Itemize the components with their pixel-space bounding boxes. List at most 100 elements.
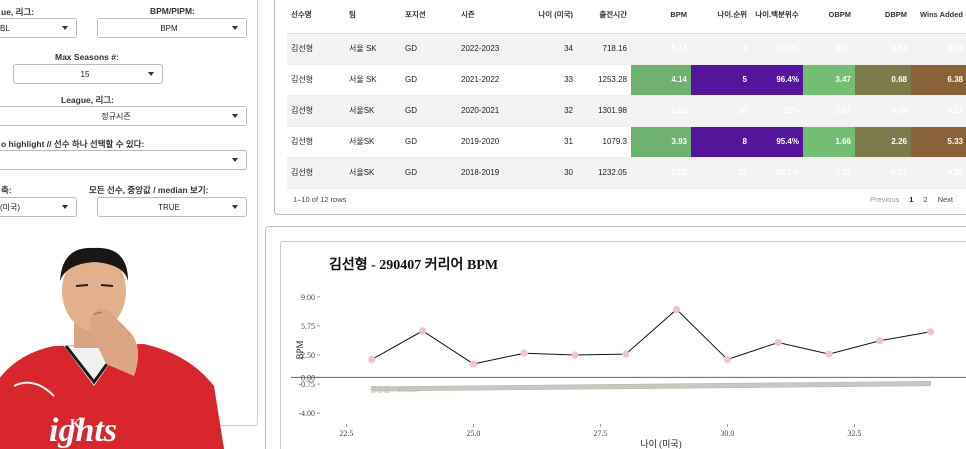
cell-position: GD [401, 33, 457, 65]
league-label: ue, 리그: [1, 7, 35, 17]
cell-team: 서울SK [345, 95, 401, 127]
cell-age-percentile: 97.6% [751, 33, 803, 65]
axis-select-value: (미국) [0, 202, 21, 212]
cell-age-rank: 8 [691, 126, 751, 158]
table-row[interactable]: 김선형 서울 SK GD 2021-2022 33 1253.28 4.14 5 96.4% 3.… [287, 64, 966, 96]
cell-wins-added: 4.18 [911, 33, 966, 65]
cell-bpm: 3.93 [631, 126, 691, 158]
cell-obpm: 3.47 [803, 64, 855, 96]
pager-page-1[interactable]: 1 [909, 195, 914, 204]
league2-select[interactable]: 정규시즌 [0, 106, 247, 126]
table-row[interactable]: 김선형 서울SK GD 2019-2020 31 1079.3 3.93 8 95.4% 1.66… [287, 126, 966, 158]
cell-wins-added: 5.11 [911, 95, 966, 127]
data-point [673, 305, 681, 314]
cell-minutes: 1253.28 [577, 64, 631, 96]
pager-next[interactable]: Next [937, 195, 953, 204]
metric-label: BPM/PIPM: [150, 6, 195, 16]
cell-season: 2018-2019 [457, 157, 519, 189]
cell-age: 31 [519, 126, 577, 158]
x-tick-label: 22.5 [339, 429, 353, 438]
data-point [520, 349, 528, 357]
table-row[interactable]: 김선형 서울SK GD 2018-2019 30 1232.05 2.02 22 85.1% 2.… [287, 157, 966, 189]
col-header-dbpm[interactable]: DBPM [855, 0, 911, 34]
league2-label: League, 리그: [61, 95, 114, 105]
axis-label: 축: [1, 185, 12, 195]
median-label: 모든 선수, 중앙값 / median 보기: [89, 185, 209, 195]
pager-previous[interactable]: Previous [870, 195, 900, 204]
col-header-age-percentile[interactable]: 나이.백분위수 [751, 0, 803, 34]
chevron-down-icon [232, 205, 238, 209]
cell-minutes: 1079.3 [577, 126, 631, 158]
cell-minutes: 1232.05 [577, 157, 631, 189]
cell-bpm: 4.14 [631, 64, 691, 96]
cell-age-rank: 5 [691, 64, 751, 96]
cell-minutes: 1301.98 [577, 95, 631, 127]
col-header-age[interactable]: 나이 (미국) [519, 0, 577, 34]
cell-obpm: 2.02 [803, 95, 855, 127]
median-select-value: TRUE [158, 202, 180, 212]
cell-obpm: 1.66 [803, 126, 855, 158]
col-header-minutes[interactable]: 출전시간 [577, 0, 631, 34]
col-header-age-rank[interactable]: 나이.순위 [691, 0, 751, 34]
league-select-value: BL [0, 23, 10, 33]
chevron-down-icon [62, 205, 68, 209]
median-select[interactable]: TRUE [97, 197, 247, 217]
cell-age-percentile: 85.1% [751, 157, 803, 189]
highlight-select[interactable] [0, 150, 247, 170]
cell-age: 32 [519, 95, 577, 127]
table-row[interactable]: 김선형 서울SK GD 2020-2021 32 1301.98 2.61 10 92% 2.02… [287, 95, 966, 127]
col-header-season[interactable]: 시즌 [457, 0, 519, 34]
col-header-team[interactable]: 팀 [345, 0, 401, 34]
data-point [419, 327, 427, 335]
y-tick-label: 9.00 [301, 293, 315, 302]
cell-age-percentile: 95.4% [751, 126, 803, 158]
chart-panel: 김선형 - 290407 커리어 BPM -4.00 -0.75 0.00 2.50 5… [265, 226, 966, 449]
data-point [723, 355, 731, 364]
col-header-bpm[interactable]: BPM [631, 0, 691, 34]
cell-age: 33 [519, 64, 577, 96]
col-header-player[interactable]: 선수명 [287, 0, 345, 34]
axis-select[interactable]: (미국) [0, 197, 77, 217]
svg-text:K: K [70, 417, 81, 432]
chevron-down-icon [62, 26, 68, 30]
cell-team: 서울SK [345, 126, 401, 158]
league-select[interactable]: BL [0, 18, 77, 38]
cell-dbpm: 0.59 [855, 95, 911, 127]
cell-obpm: 4.60 [803, 33, 855, 65]
col-header-wins-added[interactable]: Wins Added [911, 0, 966, 34]
table-row[interactable]: 김선형 서울 SK GD 2022-2023 34 718.16 5.13 3 97.6% 4.6… [287, 33, 966, 65]
data-point [622, 350, 630, 358]
cell-player: 김선형 [287, 95, 345, 127]
cell-team: 서울SK [345, 157, 401, 189]
data-point [571, 351, 579, 359]
data-point [927, 328, 935, 336]
metric-select[interactable]: BPM [97, 18, 247, 38]
y-tick-label: 5.75 [301, 322, 315, 331]
cell-bpm: 2.61 [631, 95, 691, 127]
chevron-down-icon [232, 114, 238, 118]
cell-season: 2022-2023 [457, 33, 519, 65]
bpm-career-chart: 김선형 - 290407 커리어 BPM -4.00-0.750.002.505… [291, 256, 966, 449]
col-header-position[interactable]: 포지션 [401, 0, 457, 34]
max-seasons-select[interactable]: 15 [13, 64, 163, 84]
col-header-obpm[interactable]: OBPM [803, 0, 855, 34]
svg-text:ights: ights [49, 412, 117, 449]
table-header-row: 선수명 팀 포지션 시즌 나이 (미국) 출전시간 BPM 나이.순위 나이.백… [287, 0, 966, 34]
chart-x-label: 나이 (미국) [640, 439, 681, 449]
y-tick-label: -4.00 [298, 409, 315, 418]
cell-team: 서울 SK [345, 33, 401, 65]
metric-select-value: BPM [160, 23, 178, 33]
pager-page-2[interactable]: 2 [923, 195, 928, 204]
cell-position: GD [401, 64, 457, 96]
chevron-down-icon [148, 72, 154, 76]
cell-wins-added: 6.38 [911, 64, 966, 96]
x-tick-label: 32.5 [847, 429, 861, 438]
cell-player: 김선형 [287, 157, 345, 189]
cell-minutes: 718.16 [577, 33, 631, 65]
cell-wins-added: 4.26 [911, 157, 966, 189]
cell-position: GD [401, 126, 457, 158]
cell-team: 서울 SK [345, 64, 401, 96]
max-seasons-label: Max Seasons #: [55, 52, 119, 62]
cell-obpm: 2.25 [803, 157, 855, 189]
x-tick-label: 30.0 [720, 429, 734, 438]
